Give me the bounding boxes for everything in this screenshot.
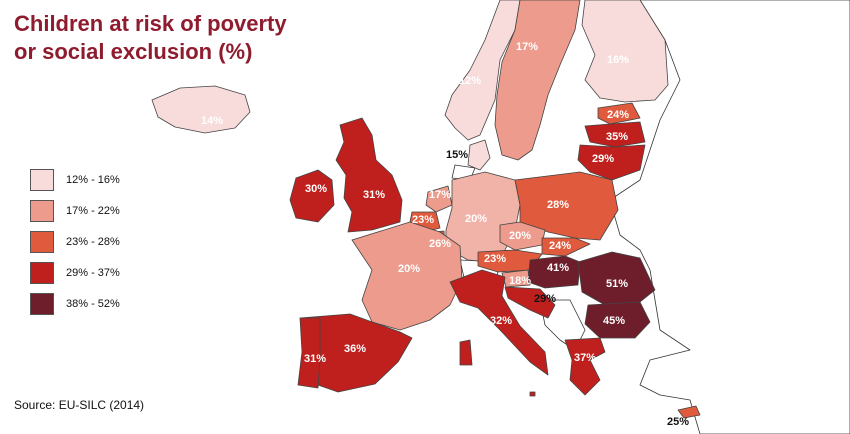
value-label-united-kingdom: 31% [363, 189, 385, 201]
value-label-bulgaria: 45% [603, 315, 625, 327]
legend-item: 12% - 16% [30, 164, 120, 195]
country-latvia[interactable] [584, 121, 646, 148]
country-sardinia[interactable] [459, 339, 473, 366]
legend-item: 29% - 37% [30, 257, 120, 288]
value-label-romania: 51% [606, 278, 628, 290]
country-greece[interactable] [564, 337, 606, 396]
value-label-cyprus: 25% [667, 416, 689, 428]
country-iceland[interactable] [151, 85, 251, 134]
title-line-2: or social exclusion (%) [14, 39, 253, 64]
legend-label: 12% - 16% [66, 173, 120, 186]
value-label-italy: 32% [490, 315, 512, 327]
value-label-netherlands: 17% [429, 189, 451, 201]
map-title: Children at risk of poverty or social ex… [14, 10, 287, 66]
country-estonia[interactable] [597, 102, 641, 125]
value-label-portugal: 31% [304, 353, 326, 365]
value-label-estonia: 24% [607, 109, 629, 121]
value-label-hungary: 41% [547, 262, 569, 274]
legend-label: 17% - 22% [66, 204, 120, 217]
legend: 12% - 16% 17% - 22% 23% - 28% 29% - 37% … [30, 164, 120, 319]
country-malta[interactable] [529, 391, 536, 397]
value-label-slovenia: 18% [509, 275, 531, 287]
value-label-france: 20% [398, 263, 420, 275]
value-label-sweden: 17% [516, 41, 538, 53]
value-labels: 14% 12% 17% 16% 15% 24% 35% 29% 30% 31% 17% 23% 26% 2… [201, 41, 689, 428]
source-note: Source: EU-SILC (2014) [14, 398, 145, 412]
country-hungary[interactable] [527, 255, 581, 289]
country-slovenia[interactable] [501, 269, 531, 288]
value-label-luxembourg: 26% [429, 238, 451, 250]
country-portugal[interactable] [297, 317, 321, 389]
legend-item: 23% - 28% [30, 226, 120, 257]
country-sweden[interactable] [494, 0, 581, 161]
legend-label: 23% - 28% [66, 235, 120, 248]
country-cyprus[interactable] [677, 405, 701, 419]
value-label-croatia: 29% [534, 293, 556, 305]
country-slovakia[interactable] [541, 237, 591, 257]
country-uk[interactable] [335, 117, 403, 233]
legend-label: 29% - 37% [66, 266, 120, 279]
value-label-ireland: 30% [305, 183, 327, 195]
country-croatia[interactable] [504, 286, 556, 319]
legend-swatch [30, 199, 54, 222]
legend-label: 38% - 52% [66, 297, 120, 310]
legend-swatch [30, 261, 54, 284]
value-label-iceland: 14% [201, 115, 223, 127]
value-label-czechia: 20% [509, 230, 531, 242]
country-france[interactable] [351, 221, 463, 331]
legend-item: 17% - 22% [30, 195, 120, 226]
legend-swatch [30, 168, 54, 191]
country-romania[interactable] [577, 251, 656, 306]
legend-swatch [30, 292, 54, 315]
value-label-denmark: 15% [446, 149, 468, 161]
value-label-austria: 23% [484, 253, 506, 265]
country-ireland[interactable] [289, 169, 335, 223]
value-label-greece: 37% [574, 352, 596, 364]
legend-item: 38% - 52% [30, 288, 120, 319]
legend-swatch [30, 230, 54, 253]
country-finland[interactable] [581, 0, 669, 103]
country-netherlands[interactable] [425, 185, 453, 213]
value-label-spain: 36% [344, 343, 366, 355]
value-label-lithuania: 29% [592, 153, 614, 165]
value-label-norway: 12% [459, 75, 481, 87]
value-label-germany: 20% [465, 213, 487, 225]
country-italy[interactable] [449, 269, 549, 376]
country-bulgaria[interactable] [584, 301, 651, 339]
value-label-belgium: 23% [412, 214, 434, 226]
value-label-poland: 28% [547, 199, 569, 211]
value-label-latvia: 35% [606, 131, 628, 143]
country-lithuania[interactable] [577, 144, 646, 181]
country-poland[interactable] [514, 171, 619, 241]
title-line-1: Children at risk of poverty [14, 11, 287, 36]
value-label-slovakia: 24% [549, 240, 571, 252]
value-label-finland: 16% [607, 54, 629, 66]
country-denmark[interactable] [467, 139, 491, 171]
